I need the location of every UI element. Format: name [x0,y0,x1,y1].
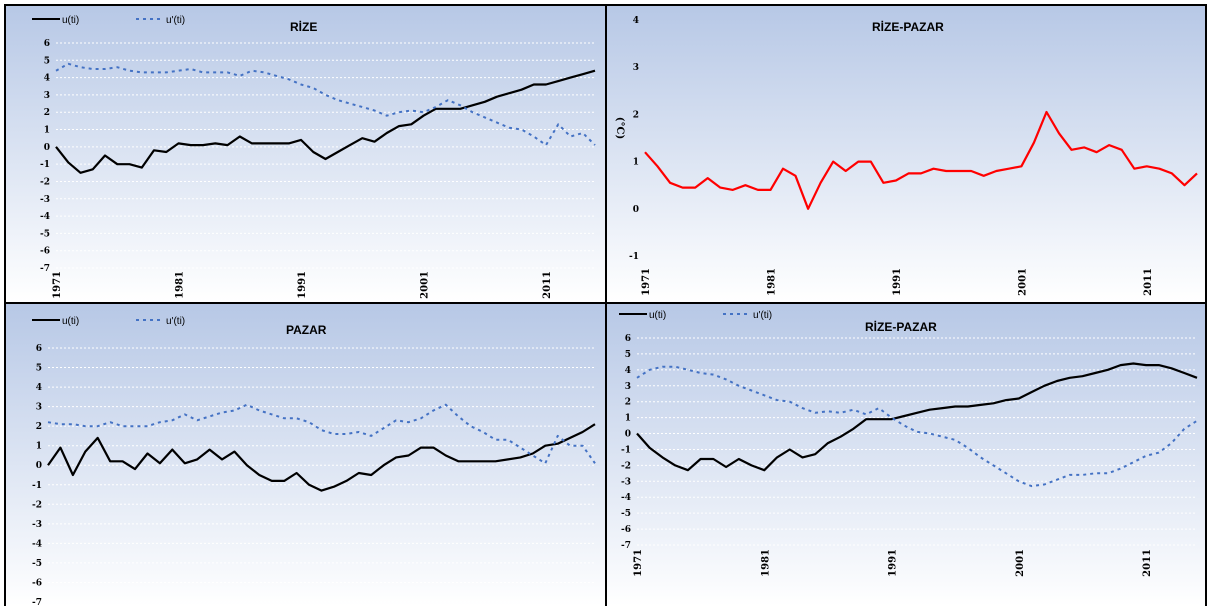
x-tick-label: 2011 [1142,549,1153,577]
chart-pazar: 6543210-1-2-3-4-5-6-71971198119912001201… [6,304,605,606]
y-tick-label: 2 [633,110,639,120]
legend-label: u'(ti) [753,310,772,321]
y-tick-label: 6 [625,334,631,344]
x-tick-label: 1981 [760,549,771,577]
x-tick-label: 2011 [542,271,553,299]
y-tick-label: -5 [32,559,42,569]
y-tick-label: -4 [40,212,50,222]
legend: u(ti) u'(ti) [619,310,772,321]
y-tick-label: 3 [625,382,631,392]
y-tick-label: -6 [40,247,50,257]
y-tick-label: 2 [625,398,631,408]
y-tick-label: 6 [36,344,42,354]
chart-title: PAZAR [286,323,327,337]
legend-label: u'(ti) [166,316,185,327]
y-tick-label: 6 [44,39,50,49]
series-line-uti [47,423,596,492]
y-tick-label: 4 [625,366,631,376]
y-tick-label: 0 [633,205,639,215]
y-tick-label: -7 [32,598,42,606]
chart-panel-rize-pazar: 6 5 4 3 2 1 0 -1 -2 -3 -4 -5 -6 -7 1971 1981 1991 2001 201… [607,304,1205,606]
y-tick-label: 5 [36,364,42,374]
y-tick-label: -4 [621,493,631,503]
y-tick-label: 1 [36,442,42,452]
y-tick-label: -1 [629,252,639,262]
y-tick-label: 4 [633,16,639,26]
chart-background [607,6,1205,302]
y-tick-label: -6 [621,525,631,535]
y-tick-label: -5 [621,509,631,519]
y-tick-label: 4 [36,383,42,393]
x-tick-label: 1971 [52,271,63,299]
y-tick-label: -2 [621,461,631,471]
figure-frame [4,4,1207,606]
y-tick-label: 2 [44,108,50,118]
y-tick-label: -1 [40,160,50,170]
x-tick-label: 1981 [766,268,777,296]
y-tick-label: 3 [44,91,50,101]
y-tick-label: -7 [40,264,50,274]
chart-background [6,6,605,302]
x-tick-label: 1981 [175,271,186,299]
y-tick-label: -2 [40,177,50,187]
y-tick-label: -4 [32,539,42,549]
y-tick-label: -1 [32,481,42,491]
x-tick-label: 1971 [633,549,644,577]
legend-label: u(ti) [649,310,666,321]
chart-panel-rize-pazar-diff: 4 3 2 1 0 -1 1971 1981 1991 2001 2011 RİZE-PAZAR (°C… [607,6,1205,302]
y-tick-label: 0 [625,430,631,440]
legend-label: u(ti) [62,15,79,26]
x-tick-label: 1971 [641,268,652,296]
x-tick-label: 1991 [888,549,899,577]
y-tick-label: -7 [621,541,631,551]
y-axis-label: (°C) [614,117,625,139]
y-tick-label: -6 [32,578,42,588]
y-tick-label: -5 [40,229,50,239]
y-tick-label: 3 [36,403,42,413]
y-tick-label: 5 [44,56,50,66]
x-tick-label: 2001 [420,271,431,299]
legend: u(ti) u'(ti) [32,316,185,327]
y-tick-label: 1 [44,126,50,136]
vertical-divider [605,6,607,604]
y-tick-label: -2 [32,500,42,510]
chart-title: RİZE [290,19,317,34]
x-tick-label: 1991 [892,268,903,296]
series-line-uti-prime [636,365,1198,488]
y-tick-label: 4 [44,74,50,84]
y-tick-label: 0 [36,461,42,471]
y-tick-label: -3 [32,520,42,530]
y-tick-label: 5 [625,350,631,360]
x-tick-label: 2001 [1017,268,1028,296]
x-tick-label: 2011 [1143,268,1154,296]
legend-label: u'(ti) [166,15,185,26]
legend: u(ti) u'(ti) [32,15,185,26]
series-line-uti-prime [47,403,596,465]
chart-panel-rize: 6 5 4 3 2 1 0 -1 -2 -3 -4 -5 -6 -7 1971 1981 1991 2001 201… [6,6,605,302]
y-tick-label: 0 [44,143,50,153]
y-tick-label: -3 [621,477,631,487]
y-tick-label: -1 [621,445,631,455]
chart-title: RİZE-PAZAR [872,19,944,34]
x-tick-label: 1991 [297,271,308,299]
series-line-uti [55,69,596,174]
y-tick-label: 2 [36,422,42,432]
series-line-uti-prime [55,62,596,147]
y-tick-label: 1 [625,414,631,424]
series-line-diff [644,110,1198,210]
x-tick-label: 2001 [1015,549,1026,577]
y-tick-label: 3 [633,63,639,73]
y-tick-label: -3 [40,195,50,205]
chart-background [607,304,1205,606]
y-tick-label: 1 [633,158,639,168]
legend-label: u(ti) [62,316,79,327]
horizontal-divider [6,302,1205,304]
chart-title: RİZE-PAZAR [865,319,937,334]
chart-panel-pazar: 6543210-1-2-3-4-5-6-71971198119912001201… [6,304,605,606]
series-line-uti [636,362,1198,472]
chart-background [6,304,605,606]
